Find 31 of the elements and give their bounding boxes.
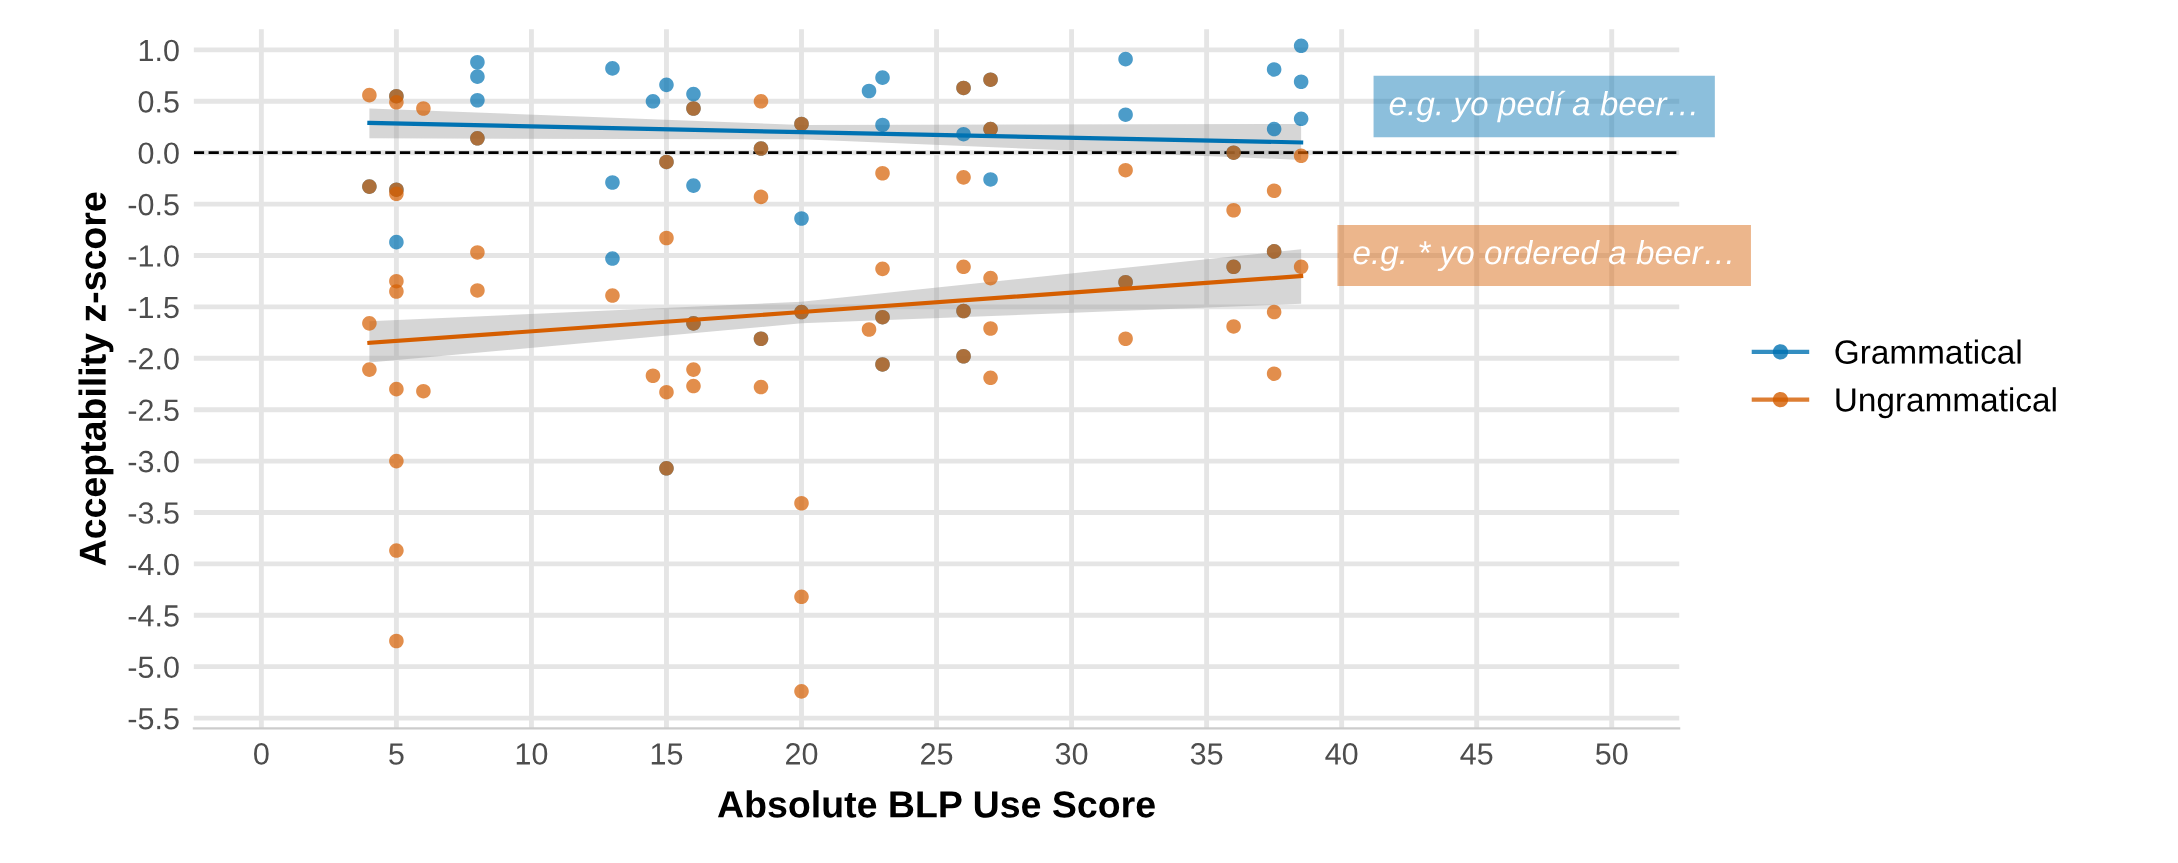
x-axis-title: Absolute BLP Use Score bbox=[717, 790, 1155, 818]
x-tick-label: 15 bbox=[651, 743, 683, 765]
x-tick-label: 20 bbox=[786, 743, 818, 765]
y-tick-label: 0.5 bbox=[138, 91, 179, 113]
y-tick-label: -0.5 bbox=[128, 193, 179, 216]
y-tick-label: -1.5 bbox=[128, 296, 179, 319]
legend-label: Ungrammatical bbox=[1836, 387, 2056, 419]
y-tick-label: -2.0 bbox=[128, 348, 179, 370]
y-axis-title: Acceptability z-score bbox=[78, 192, 114, 566]
y-tick-label: -5.5 bbox=[128, 708, 179, 730]
x-tick-label: 30 bbox=[1055, 743, 1088, 765]
x-tick-label: 40 bbox=[1325, 743, 1358, 765]
y-tick-label: 1.0 bbox=[139, 39, 179, 62]
annotation: e.g. yo pedí a beer… bbox=[1389, 90, 1695, 123]
x-tick-label: 45 bbox=[1460, 743, 1493, 765]
x-tick-label: 0 bbox=[254, 743, 269, 765]
legend-label: Grammatical bbox=[1835, 339, 2021, 364]
x-tick-label: 25 bbox=[921, 743, 953, 765]
x-tick-label: 50 bbox=[1595, 743, 1628, 765]
y-tick-label: -4.0 bbox=[128, 553, 179, 576]
annotation: e.g. * yo ordered a beer… bbox=[1353, 239, 1731, 272]
x-tick-label: 35 bbox=[1190, 743, 1223, 765]
x-tick-label: 10 bbox=[516, 743, 548, 765]
x-tick-label: 5 bbox=[389, 743, 404, 765]
y-tick-label: 0.0 bbox=[138, 142, 179, 165]
y-tick-label: -4.5 bbox=[128, 605, 179, 627]
y-tick-label: -5.0 bbox=[128, 656, 179, 679]
y-tick-label: -3.5 bbox=[128, 502, 179, 524]
y-tick-label: -2.5 bbox=[128, 399, 179, 422]
y-tick-label: -3.0 bbox=[128, 450, 179, 473]
y-tick-label: -1.0 bbox=[128, 245, 179, 267]
